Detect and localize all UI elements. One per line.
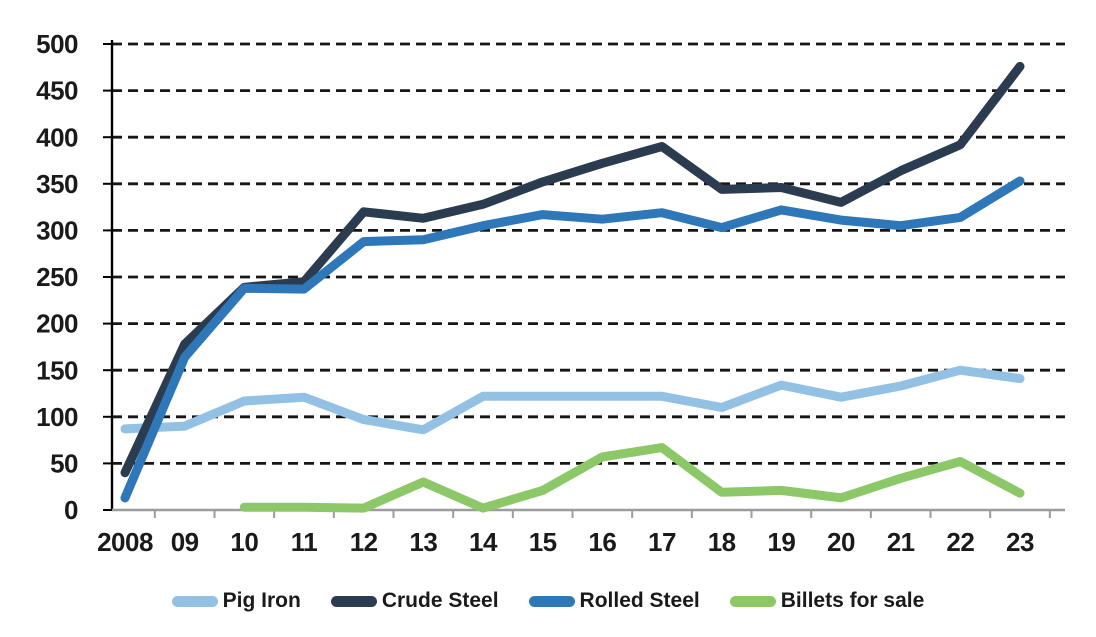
legend-label-billets-for-sale: Billets for sale (780, 589, 925, 612)
legend-item-rolled-steel: Rolled Steel (528, 589, 700, 613)
x-tick-label: 21 (887, 527, 915, 557)
x-tick-label: 18 (708, 527, 736, 557)
y-tick-label: 350 (36, 169, 78, 199)
legend-key-billets-for-sale (729, 595, 776, 607)
x-tick-label: 23 (1006, 527, 1034, 557)
x-tick-label: 16 (588, 527, 616, 557)
x-tick-label: 10 (230, 527, 258, 557)
x-tick-label: 13 (409, 527, 437, 557)
x-tick-label: 11 (291, 527, 318, 557)
plot-area: 0 50 100 150 200 250 300 350 400 450 500 2008 09 10 11… (36, 29, 1065, 557)
y-tick-label: 450 (36, 76, 78, 106)
series-line-crude-steel (120, 61, 1025, 478)
y-tick-label: 300 (36, 216, 78, 246)
series-line-rolled-steel (120, 176, 1025, 503)
y-tick-label: 0 (64, 495, 78, 525)
legend-label-rolled-steel: Rolled Steel (579, 589, 700, 612)
y-tick-label: 250 (36, 262, 78, 292)
y-tick-label: 150 (36, 355, 78, 385)
y-tick-label: 400 (36, 122, 78, 152)
legend: Pig Iron Crude Steel Rolled Steel Billet… (0, 589, 1096, 613)
y-tick-label: 50 (50, 449, 78, 479)
legend-item-billets-for-sale: Billets for sale (729, 589, 925, 613)
x-tick-label: 14 (469, 527, 498, 557)
y-tick-label: 100 (36, 402, 78, 432)
series-line-billets-for-sale (239, 443, 1025, 513)
legend-key-crude-steel (330, 595, 377, 607)
legend-item-pig-iron: Pig Iron (171, 589, 301, 613)
legend-label-pig-iron: Pig Iron (222, 589, 301, 612)
legend-key-pig-iron (171, 595, 218, 607)
x-tick-label: 20 (827, 527, 855, 557)
x-tick-label: 22 (946, 527, 974, 557)
legend-item-crude-steel: Crude Steel (330, 589, 499, 613)
legend-label-crude-steel: Crude Steel (381, 589, 499, 612)
x-tick-label: 19 (767, 527, 795, 557)
x-tick-label: 17 (648, 527, 676, 557)
x-tick-label: 09 (171, 527, 199, 557)
x-tick-label: 15 (529, 527, 557, 557)
series-line-pig-iron (120, 365, 1025, 435)
y-tick-label: 200 (36, 309, 78, 339)
x-tick-label: 12 (350, 527, 378, 557)
x-tick-label: 2008 (97, 527, 153, 557)
y-tick-label: 500 (36, 29, 78, 59)
legend-key-rolled-steel (528, 595, 575, 607)
